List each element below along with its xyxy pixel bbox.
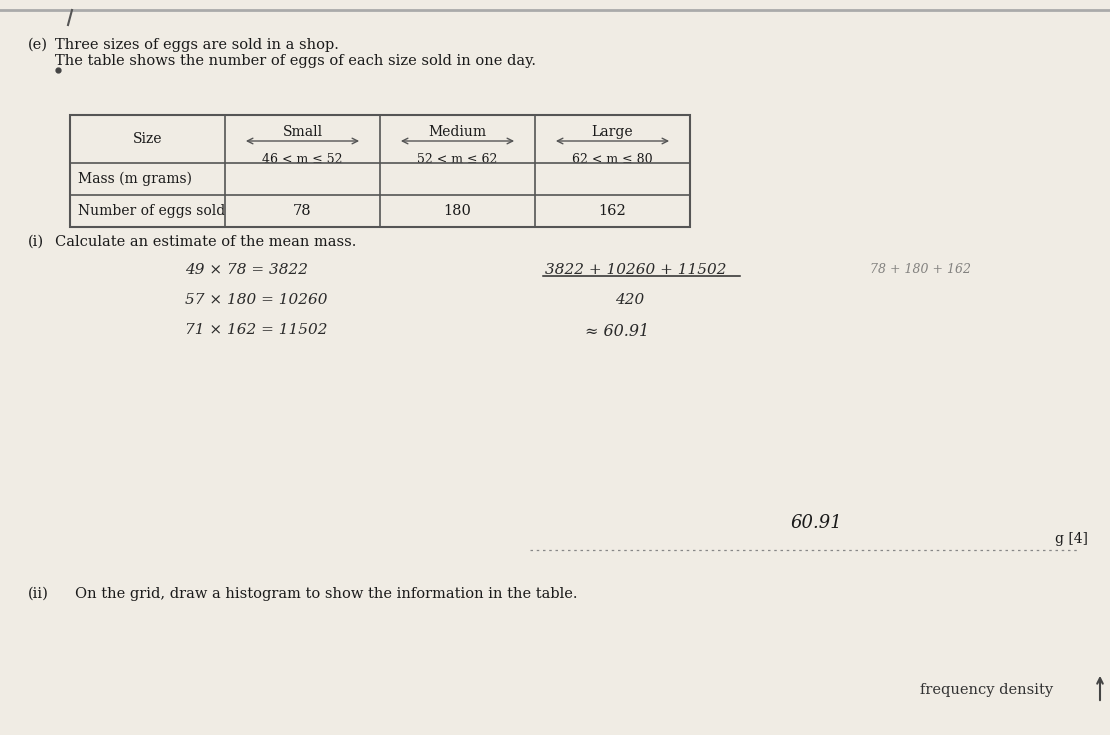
Text: 62 < m ≤ 80: 62 < m ≤ 80 (572, 153, 653, 166)
Text: ≈ 60.91: ≈ 60.91 (585, 323, 649, 340)
Text: frequency density: frequency density (920, 683, 1053, 697)
Text: 52 < m ≤ 62: 52 < m ≤ 62 (417, 153, 497, 166)
Text: g [4]: g [4] (1054, 532, 1088, 546)
Text: Three sizes of eggs are sold in a shop.: Three sizes of eggs are sold in a shop. (56, 38, 339, 52)
Text: 78 + 180 + 162: 78 + 180 + 162 (870, 263, 971, 276)
Text: Calculate an estimate of the mean mass.: Calculate an estimate of the mean mass. (56, 235, 356, 249)
Bar (70, 115, 690, 227)
Text: 78: 78 (293, 204, 312, 218)
Text: Large: Large (592, 125, 634, 139)
Text: 57 × 180 = 10260: 57 × 180 = 10260 (185, 293, 327, 307)
Text: Number of eggs sold: Number of eggs sold (78, 204, 225, 218)
Text: Small: Small (282, 125, 323, 139)
Text: 3822 + 10260 + 11502: 3822 + 10260 + 11502 (545, 263, 727, 277)
Text: The table shows the number of eggs of each size sold in one day.: The table shows the number of eggs of ea… (56, 54, 536, 68)
Text: 180: 180 (444, 204, 472, 218)
Text: On the grid, draw a histogram to show the information in the table.: On the grid, draw a histogram to show th… (75, 587, 577, 601)
Text: (ii): (ii) (28, 587, 49, 601)
Text: Size: Size (133, 132, 162, 146)
Text: 49 × 78 = 3822: 49 × 78 = 3822 (185, 263, 307, 277)
Text: 420: 420 (615, 293, 644, 307)
Text: Mass (m grams): Mass (m grams) (78, 172, 192, 186)
Text: (e): (e) (28, 38, 48, 52)
Text: 71 × 162 = 11502: 71 × 162 = 11502 (185, 323, 327, 337)
Text: (i): (i) (28, 235, 44, 249)
Text: 60.91: 60.91 (790, 514, 841, 532)
Text: 162: 162 (598, 204, 626, 218)
Text: 46 < m ≤ 52: 46 < m ≤ 52 (262, 153, 343, 166)
Text: Medium: Medium (428, 125, 486, 139)
